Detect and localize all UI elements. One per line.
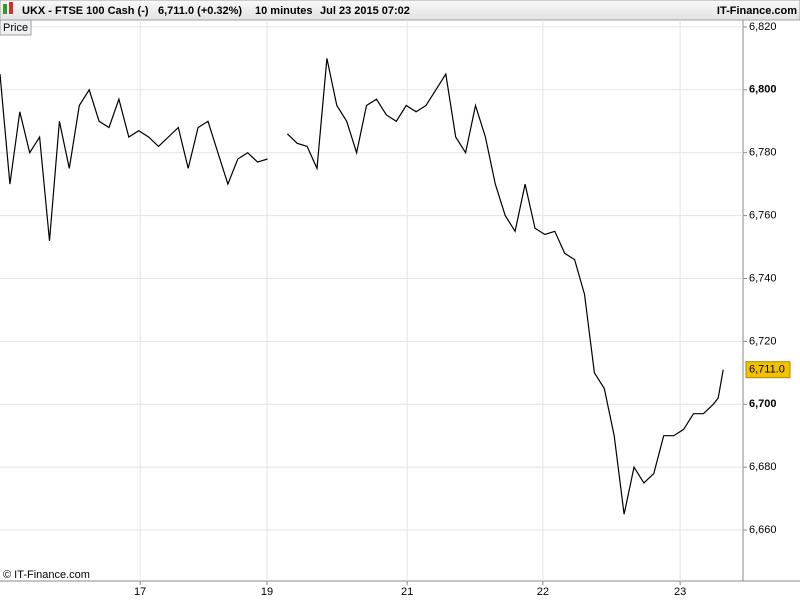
plot	[0, 20, 743, 581]
x-tick-label: 21	[401, 586, 413, 598]
x-tick-label: 23	[674, 586, 686, 598]
y-tick-label: 6,740	[749, 272, 777, 284]
y-tick-label: 6,700	[749, 398, 777, 410]
y-tick-label: 6,780	[749, 147, 777, 159]
header-datetime: Jul 23 2015 07:02	[320, 5, 410, 17]
header-brand: IT-Finance.com	[717, 5, 797, 17]
last-price-box	[745, 361, 791, 379]
price-line	[0, 58, 724, 515]
copyright: © IT-Finance.com	[3, 569, 90, 581]
y-tick-label: 6,720	[749, 335, 777, 347]
x-tick-label: 17	[134, 586, 146, 598]
header-interval: 10 minutes	[255, 5, 312, 17]
header-quote: 6,711.0 (+0.32%)	[158, 5, 242, 17]
header-symbol: UKX - FTSE 100 Cash (-)	[22, 5, 149, 17]
panel-label: Price	[3, 22, 28, 34]
header-bar	[0, 0, 800, 21]
y-tick-label: 6,800	[749, 84, 777, 96]
y-tick-label: 6,760	[749, 210, 777, 222]
panel-label-box	[0, 19, 32, 36]
x-tick-label: 19	[261, 586, 273, 598]
x-tick-label: 22	[537, 586, 549, 598]
last-price-label: 6,711.0	[749, 364, 785, 376]
y-tick-label: 6,680	[749, 461, 777, 473]
header-icon	[3, 2, 13, 14]
y-tick-label: 6,660	[749, 524, 777, 536]
y-tick-label: 6,820	[749, 21, 777, 33]
